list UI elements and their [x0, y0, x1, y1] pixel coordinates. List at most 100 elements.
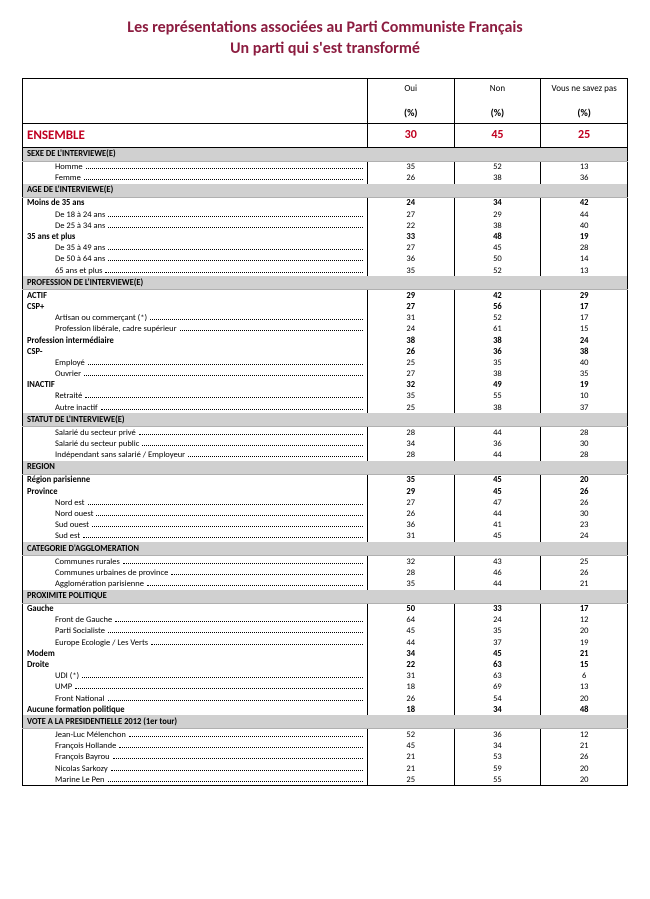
table-row: De 25 à 34 ans223840 [23, 220, 628, 231]
row-label: De 25 à 34 ans [27, 221, 107, 231]
leader-dots [83, 532, 363, 538]
table-row: Parti Socialiste453520 [23, 626, 628, 637]
cell-value: 59 [454, 763, 541, 774]
leader-dots [119, 742, 363, 748]
data-table: Oui Non Vous ne savez pas (%) (%) (%) EN… [22, 78, 628, 787]
cell-value: 40 [541, 220, 628, 231]
cell-value: 15 [541, 324, 628, 335]
cell-value: 50 [454, 254, 541, 265]
cell-value: 48 [541, 704, 628, 715]
cell-value: 21 [541, 741, 628, 752]
cell-value: 14 [541, 254, 628, 265]
cell-value: 10 [541, 391, 628, 402]
cell-value: 18 [367, 682, 454, 693]
cell-value: 38 [454, 220, 541, 231]
row-label: ACTIF [27, 291, 49, 301]
cell-value: 17 [541, 301, 628, 312]
row-label: Salarié du secteur privé [27, 428, 138, 438]
row-label: François Bayrou [27, 752, 112, 762]
cell-value: 44 [454, 427, 541, 439]
leader-dots [108, 244, 363, 250]
unit-2: (%) [454, 96, 541, 124]
cell-value: 29 [367, 486, 454, 497]
cell-value: 29 [367, 290, 454, 302]
cell-value: 36 [454, 439, 541, 450]
cell-value: 50 [367, 603, 454, 615]
leader-dots [188, 451, 363, 457]
row-label: Salarié du secteur public [27, 439, 141, 449]
leader-dots [101, 404, 363, 410]
cell-value: 38 [454, 369, 541, 380]
row-label: De 35 à 49 ans [27, 243, 107, 253]
section-header: PROFESSION DE L'INTERVIEWE(E) [23, 276, 628, 290]
cell-value: 44 [541, 209, 628, 220]
cell-value: 52 [454, 313, 541, 324]
cell-value: 35 [541, 369, 628, 380]
cell-value: 28 [541, 427, 628, 439]
cell-value: 26 [541, 567, 628, 578]
cell-value: 19 [541, 637, 628, 648]
cell-value: 35 [367, 474, 454, 486]
cell-value: 17 [541, 313, 628, 324]
cell-value: 31 [367, 531, 454, 542]
header-row-labels: Oui Non Vous ne savez pas [23, 78, 628, 96]
table-row: Agglomération parisienne354421 [23, 578, 628, 589]
row-label: UDI (*) [27, 671, 81, 681]
row-label: Aucune formation politique [27, 705, 127, 715]
cell-value: 33 [454, 603, 541, 615]
leader-dots [86, 163, 363, 169]
cell-value: 31 [367, 671, 454, 682]
row-label: Droite [27, 660, 51, 670]
cell-value: 25 [367, 774, 454, 786]
row-label: Modem [27, 649, 57, 659]
section-header-label: STATUT DE L'INTERVIEWE(E) [23, 413, 628, 427]
leader-dots [88, 359, 363, 365]
leader-dots [84, 370, 363, 376]
row-label: 65 ans et plus [27, 266, 104, 276]
cell-value: 49 [454, 380, 541, 391]
leader-dots [151, 639, 363, 645]
ensemble-val-3: 25 [541, 123, 628, 147]
cell-value: 34 [367, 648, 454, 659]
cell-value: 13 [541, 161, 628, 173]
row-label: CSP- [27, 347, 44, 357]
section-header: VOTE A LA PRESIDENTIELLE 2012 (1er tour) [23, 715, 628, 729]
cell-value: 20 [541, 763, 628, 774]
cell-value: 24 [367, 324, 454, 335]
section-header: REGION [23, 461, 628, 475]
row-label: Artisan ou commerçant (*) [27, 313, 149, 323]
cell-value: 26 [367, 693, 454, 704]
row-label: Employé [27, 358, 87, 368]
cell-value: 44 [454, 508, 541, 519]
cell-value: 52 [367, 729, 454, 741]
leader-dots [123, 558, 363, 564]
section-header-label: REGION [23, 461, 628, 475]
table-row: 65 ans et plus355213 [23, 265, 628, 276]
ensemble-row: ENSEMBLE 30 45 25 [23, 123, 628, 147]
row-label: Sud est [27, 531, 82, 541]
table-row: INACTIF324919 [23, 380, 628, 391]
cell-value: 28 [367, 567, 454, 578]
leader-dots [96, 510, 362, 516]
cell-value: 37 [541, 402, 628, 413]
section-header: AGE DE L'INTERVIEWE(E) [23, 184, 628, 198]
table-row: Salarié du secteur privé284428 [23, 427, 628, 439]
leader-dots [85, 393, 363, 399]
cell-value: 36 [367, 254, 454, 265]
row-label: Communes urbaines de province [27, 568, 170, 578]
cell-value: 55 [454, 774, 541, 786]
cell-value: 45 [454, 648, 541, 659]
cell-value: 13 [541, 265, 628, 276]
cell-value: 18 [367, 704, 454, 715]
cell-value: 36 [541, 173, 628, 184]
cell-value: 27 [367, 301, 454, 312]
cell-value: 24 [367, 197, 454, 209]
table-row: CSP+275617 [23, 301, 628, 312]
table-row: Droite226315 [23, 660, 628, 671]
cell-value: 20 [541, 474, 628, 486]
cell-value: 35 [454, 357, 541, 368]
table-row: Nord est274726 [23, 497, 628, 508]
col-header-2: Non [454, 78, 541, 96]
leader-dots [113, 753, 363, 759]
cell-value: 52 [454, 265, 541, 276]
